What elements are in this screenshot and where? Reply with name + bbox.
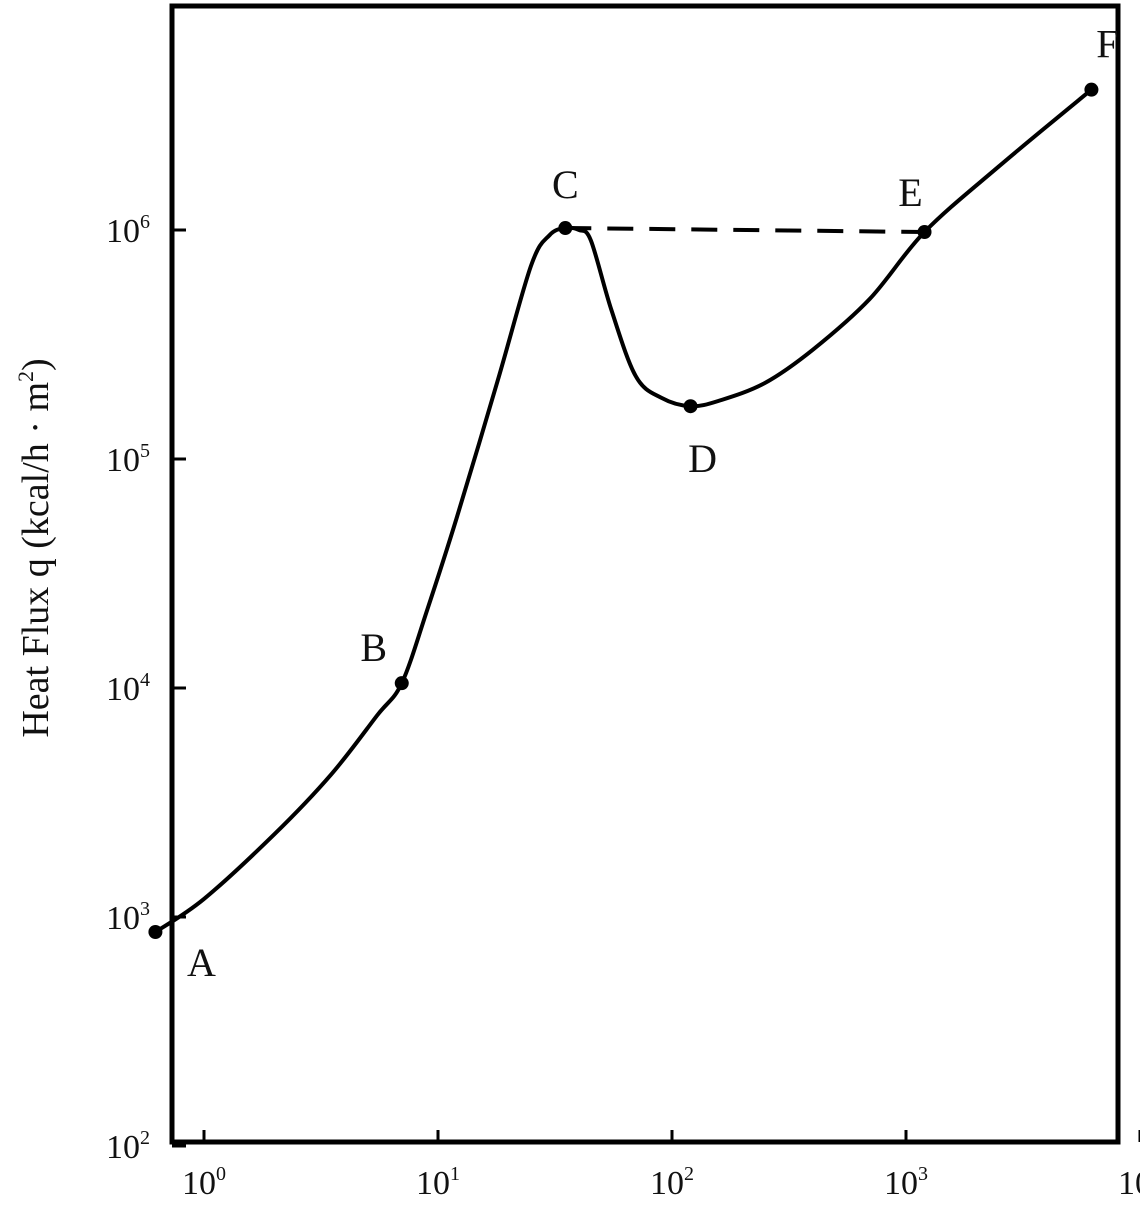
point-marker-a xyxy=(148,924,163,939)
y-axis: 102 103 104 105 106 xyxy=(106,211,186,1166)
series-dashed-line xyxy=(565,226,925,234)
point-label-a: A xyxy=(187,940,216,985)
plot-frame xyxy=(169,3,1121,1145)
x-tick-label-0: 100 xyxy=(182,1163,226,1202)
point-marker-f xyxy=(1084,82,1099,97)
point-marker-b xyxy=(394,676,409,691)
x-tick-label-1: 101 xyxy=(416,1163,460,1202)
point-label-b: B xyxy=(360,625,387,670)
y-tick-label-1: 103 xyxy=(106,898,150,937)
series-layer xyxy=(153,87,1094,934)
y-axis-title: Heat Flux q (kcal/h · m2) xyxy=(13,358,57,737)
point-label-c: C xyxy=(552,162,579,207)
point-label-e: E xyxy=(898,170,922,215)
y-tick-label-4: 106 xyxy=(106,211,150,250)
series-boiling-curve xyxy=(153,87,1094,934)
y-tick-label-0: 102 xyxy=(106,1127,150,1166)
x-tick-label-4: 104 xyxy=(1118,1163,1140,1202)
point-marker-e xyxy=(917,225,932,240)
point-marker-d xyxy=(683,399,698,414)
point-label-f: F xyxy=(1096,22,1118,67)
point-marker-c xyxy=(558,221,573,236)
points-layer: A B C D E F xyxy=(148,22,1119,985)
point-label-d: D xyxy=(688,436,717,481)
y-tick-label-3: 105 xyxy=(106,440,150,479)
x-tick-label-2: 102 xyxy=(650,1163,694,1202)
y-tick-label-2: 104 xyxy=(106,669,150,708)
x-axis: 100 101 102 103 104 xyxy=(182,1130,1140,1202)
x-tick-label-3: 103 xyxy=(884,1163,928,1202)
